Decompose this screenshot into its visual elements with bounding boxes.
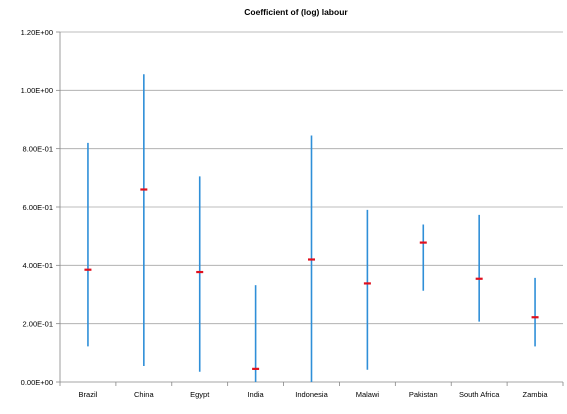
y-tick-label: 4.00E-01 [23, 261, 53, 270]
x-tick-label: China [134, 390, 154, 399]
x-tick-label: Malawi [356, 390, 380, 399]
y-tick-label: 2.00E-01 [23, 319, 53, 328]
y-tick-label: 0.00E+00 [21, 378, 53, 387]
x-tick-label: Pakistan [409, 390, 438, 399]
y-tick-label: 8.00E-01 [23, 144, 53, 153]
label-layer: 0.00E+00 2.00E-01 4.00E-01 6.00E-01 8.00E-01… [21, 28, 549, 399]
x-tick-label: Egypt [190, 390, 210, 399]
x-tick-label: Brazil [79, 390, 98, 399]
y-tick-label: 1.00E+00 [21, 86, 53, 95]
x-tick-label: India [247, 390, 264, 399]
x-tick-label: Indonesia [295, 390, 328, 399]
chart-title: Coefficient of (log) labour [244, 7, 348, 17]
y-tick-label: 1.20E+00 [21, 28, 53, 37]
axis-layer [56, 31, 564, 386]
x-tick-label: South Africa [459, 390, 500, 399]
series-layer [84, 74, 539, 382]
x-tick-label: Zambia [523, 390, 549, 399]
y-tick-label: 6.00E-01 [23, 203, 53, 212]
